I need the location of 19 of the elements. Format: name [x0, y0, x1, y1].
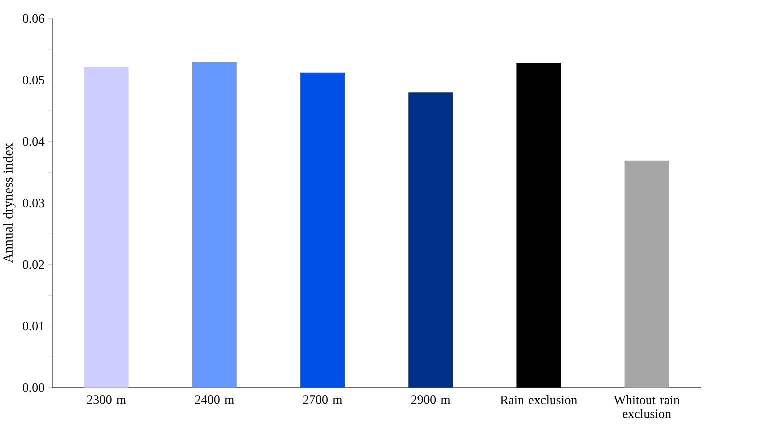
bar: [300, 72, 345, 388]
y-tick-label: 0.02: [23, 260, 44, 270]
bar: [408, 92, 454, 388]
y-tick-label: 0.05: [23, 76, 44, 85]
bar: [84, 67, 129, 388]
x-tick-label: 2400 m: [195, 395, 234, 404]
y-tick-label: 0.06: [23, 14, 45, 24]
bar: [192, 62, 237, 388]
y-tick-label: 0.03: [23, 198, 44, 208]
x-tick-label: Rain exclusion: [500, 395, 578, 404]
y-tick-label: 0.04: [23, 137, 45, 146]
y-tick-label: 0.00: [23, 383, 44, 392]
x-tick-label: 2700 m: [303, 395, 342, 404]
x-tick-label: 2900 m: [412, 395, 451, 404]
bar: [624, 160, 670, 388]
y-tick-label: 0.01: [23, 322, 44, 331]
x-tick-label: 2300 m: [87, 395, 126, 404]
y-axis-title: Annual dryness index: [3, 143, 16, 264]
x-tick-label: Whitout rain exclusion: [614, 395, 680, 418]
